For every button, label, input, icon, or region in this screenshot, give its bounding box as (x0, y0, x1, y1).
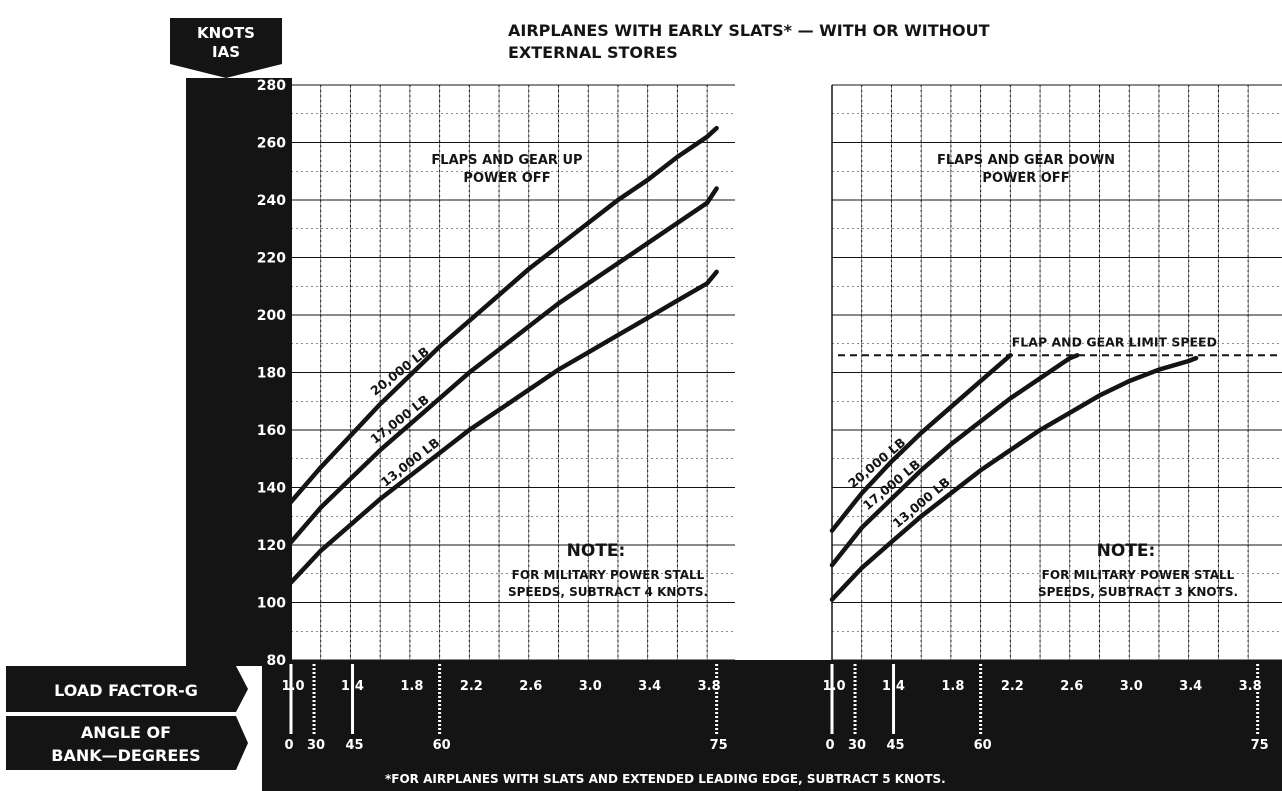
bank-angle-label: 30 (307, 738, 325, 753)
y-tick-label: 80 (267, 653, 287, 669)
x-tick-label: 2.6 (519, 679, 542, 694)
note-title: NOTE: (1097, 541, 1156, 561)
footnote: *FOR AIRPLANES WITH SLATS AND EXTENDED L… (385, 772, 946, 786)
note-title: NOTE: (567, 541, 626, 561)
series-line (829, 355, 1199, 602)
y-tick-label: 260 (257, 136, 286, 152)
y-tick-label: 220 (257, 251, 286, 267)
bank-angle-label: 60 (433, 738, 451, 753)
series-label: 20,000 LB (367, 344, 431, 399)
x-tick-label: 1.0 (822, 679, 845, 694)
chart-title-line2: EXTERNAL STORES (508, 43, 678, 62)
x-tick-label: 2.2 (1001, 679, 1024, 694)
x-tick-label: 1.8 (941, 679, 964, 694)
bank-angle-label-line2: BANK—DEGREES (51, 746, 200, 765)
note-line2: SPEEDS, SUBTRACT 3 KNOTS. (1038, 585, 1238, 599)
bank-angle-label-bg (6, 716, 248, 770)
bank-angle-label: 45 (886, 738, 904, 753)
bank-angle-label: 0 (825, 738, 834, 753)
y-tick-label: 240 (257, 193, 286, 209)
x-tick-label: 3.8 (1239, 679, 1262, 694)
y-tick-label: 100 (257, 596, 286, 612)
x-tick-label: 1.0 (281, 679, 304, 694)
condition-line2: POWER OFF (982, 171, 1069, 186)
note-line1: FOR MILITARY POWER STALL (512, 568, 705, 582)
bank-angle-label: 60 (974, 738, 992, 753)
bank-angle-label: 0 (284, 738, 293, 753)
condition-line2: POWER OFF (463, 171, 550, 186)
panel-flaps-up: 801001201401601802002202402602801.01.41.… (257, 78, 735, 753)
note-line1: FOR MILITARY POWER STALL (1042, 568, 1235, 582)
condition-line1: FLAPS AND GEAR UP (431, 153, 582, 168)
condition-line1: FLAPS AND GEAR DOWN (937, 153, 1115, 168)
x-tick-label: 3.0 (579, 679, 602, 694)
y-tick-label: 200 (257, 308, 286, 324)
bank-angle-label: 75 (710, 738, 728, 753)
x-tick-label: 3.0 (1120, 679, 1143, 694)
y-tick-label: 120 (257, 538, 286, 554)
load-factor-band (262, 660, 1282, 791)
bank-angle-label: 45 (345, 738, 363, 753)
speed-axis-column (186, 78, 292, 666)
chart-title-line1: AIRPLANES WITH EARLY SLATS* — WITH OR WI… (508, 21, 990, 40)
x-tick-label: 2.2 (460, 679, 483, 694)
series-line (288, 269, 719, 585)
bank-angle-label: 75 (1251, 738, 1269, 753)
y-tick-label: 140 (257, 481, 286, 497)
load-factor-label-bg (6, 666, 248, 712)
series-line (288, 125, 719, 505)
note-line2: SPEEDS, SUBTRACT 4 KNOTS. (508, 585, 708, 599)
limit-speed-label: FLAP AND GEAR LIMIT SPEED (1012, 334, 1217, 349)
y-tick-label: 160 (257, 423, 286, 439)
bank-angle-label-line1: ANGLE OF (81, 723, 171, 742)
x-tick-label: 3.4 (638, 679, 661, 694)
x-tick-label: 1.8 (400, 679, 423, 694)
axis-header-knots: KNOTS (197, 24, 255, 42)
load-factor-label: LOAD FACTOR-G (54, 681, 198, 700)
x-tick-label: 2.6 (1060, 679, 1083, 694)
series-line (829, 353, 1013, 533)
y-tick-label: 280 (257, 78, 286, 94)
series-line (288, 186, 719, 545)
x-tick-label: 3.8 (698, 679, 721, 694)
bank-angle-label: 30 (848, 738, 866, 753)
knots-ias-badge (170, 18, 282, 78)
x-tick-label: 3.4 (1179, 679, 1202, 694)
series-line (829, 353, 1080, 568)
y-tick-label: 180 (257, 366, 286, 382)
axis-header-ias: IAS (212, 43, 240, 61)
series-label: 17,000 LB (367, 392, 431, 447)
